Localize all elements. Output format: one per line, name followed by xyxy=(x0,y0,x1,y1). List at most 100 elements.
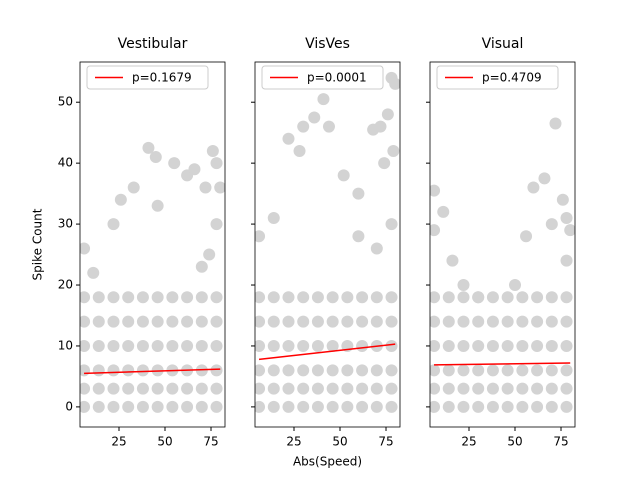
point xyxy=(486,400,499,413)
point xyxy=(282,132,295,145)
point xyxy=(308,111,321,124)
point xyxy=(151,199,164,212)
point xyxy=(531,400,544,413)
point xyxy=(255,315,266,328)
point xyxy=(442,339,455,352)
point xyxy=(381,108,394,121)
point xyxy=(437,205,450,218)
point xyxy=(107,382,120,395)
point xyxy=(531,364,544,377)
point xyxy=(210,400,223,413)
point xyxy=(430,400,441,413)
point xyxy=(516,364,529,377)
point xyxy=(520,230,533,243)
point xyxy=(181,291,194,304)
point xyxy=(122,400,135,413)
point xyxy=(370,315,383,328)
y-tick-label: 10 xyxy=(58,338,73,352)
point xyxy=(122,291,135,304)
point xyxy=(166,400,179,413)
point xyxy=(486,291,499,304)
point xyxy=(166,382,179,395)
point xyxy=(560,254,573,267)
point xyxy=(531,315,544,328)
point xyxy=(337,169,350,182)
point xyxy=(516,291,529,304)
point xyxy=(255,400,266,413)
point xyxy=(430,364,441,377)
point xyxy=(516,400,529,413)
point xyxy=(255,364,266,377)
point xyxy=(352,230,365,243)
point xyxy=(501,291,514,304)
point xyxy=(142,141,155,154)
point xyxy=(311,364,324,377)
point xyxy=(527,181,540,194)
point xyxy=(560,339,573,352)
point xyxy=(297,400,310,413)
point xyxy=(267,364,280,377)
point xyxy=(442,291,455,304)
point xyxy=(545,291,558,304)
point xyxy=(210,382,223,395)
point xyxy=(80,339,91,352)
point xyxy=(341,400,354,413)
point xyxy=(282,339,295,352)
plot-area xyxy=(430,117,575,413)
point xyxy=(341,291,354,304)
point xyxy=(430,224,441,237)
point xyxy=(516,315,529,328)
legend-label: p=0.4709 xyxy=(482,71,542,85)
point xyxy=(385,291,398,304)
point xyxy=(370,364,383,377)
point xyxy=(195,315,208,328)
point xyxy=(80,291,91,304)
point xyxy=(356,400,369,413)
y-tick-label: 0 xyxy=(65,399,73,413)
point xyxy=(545,382,558,395)
point xyxy=(255,382,266,395)
point xyxy=(87,266,100,279)
point xyxy=(472,291,485,304)
point xyxy=(442,400,455,413)
point xyxy=(545,364,558,377)
point xyxy=(501,382,514,395)
point xyxy=(267,382,280,395)
point xyxy=(341,382,354,395)
point xyxy=(352,187,365,200)
point xyxy=(549,117,562,130)
point xyxy=(457,339,470,352)
point xyxy=(457,315,470,328)
axes-frame xyxy=(79,61,226,428)
legend-box xyxy=(436,65,559,90)
point xyxy=(210,218,223,231)
point xyxy=(389,77,400,90)
point xyxy=(267,315,280,328)
point xyxy=(195,339,208,352)
point xyxy=(214,181,225,194)
point xyxy=(149,151,162,164)
point xyxy=(181,315,194,328)
axes-frame xyxy=(254,61,401,428)
point xyxy=(311,382,324,395)
point xyxy=(188,163,201,176)
point xyxy=(326,291,339,304)
point xyxy=(151,315,164,328)
x-tick-label: 50 xyxy=(332,435,347,449)
y-tick-label: 20 xyxy=(58,278,73,292)
legend-label: p=0.1679 xyxy=(132,71,192,85)
subplot-title: VisVes xyxy=(305,36,350,52)
point xyxy=(151,291,164,304)
point xyxy=(560,364,573,377)
point xyxy=(210,291,223,304)
point xyxy=(297,315,310,328)
point xyxy=(255,230,266,243)
point xyxy=(107,400,120,413)
point xyxy=(370,242,383,255)
legend-box xyxy=(86,65,209,90)
point xyxy=(545,218,558,231)
point xyxy=(486,315,499,328)
point xyxy=(341,315,354,328)
point xyxy=(378,157,391,170)
point xyxy=(442,382,455,395)
